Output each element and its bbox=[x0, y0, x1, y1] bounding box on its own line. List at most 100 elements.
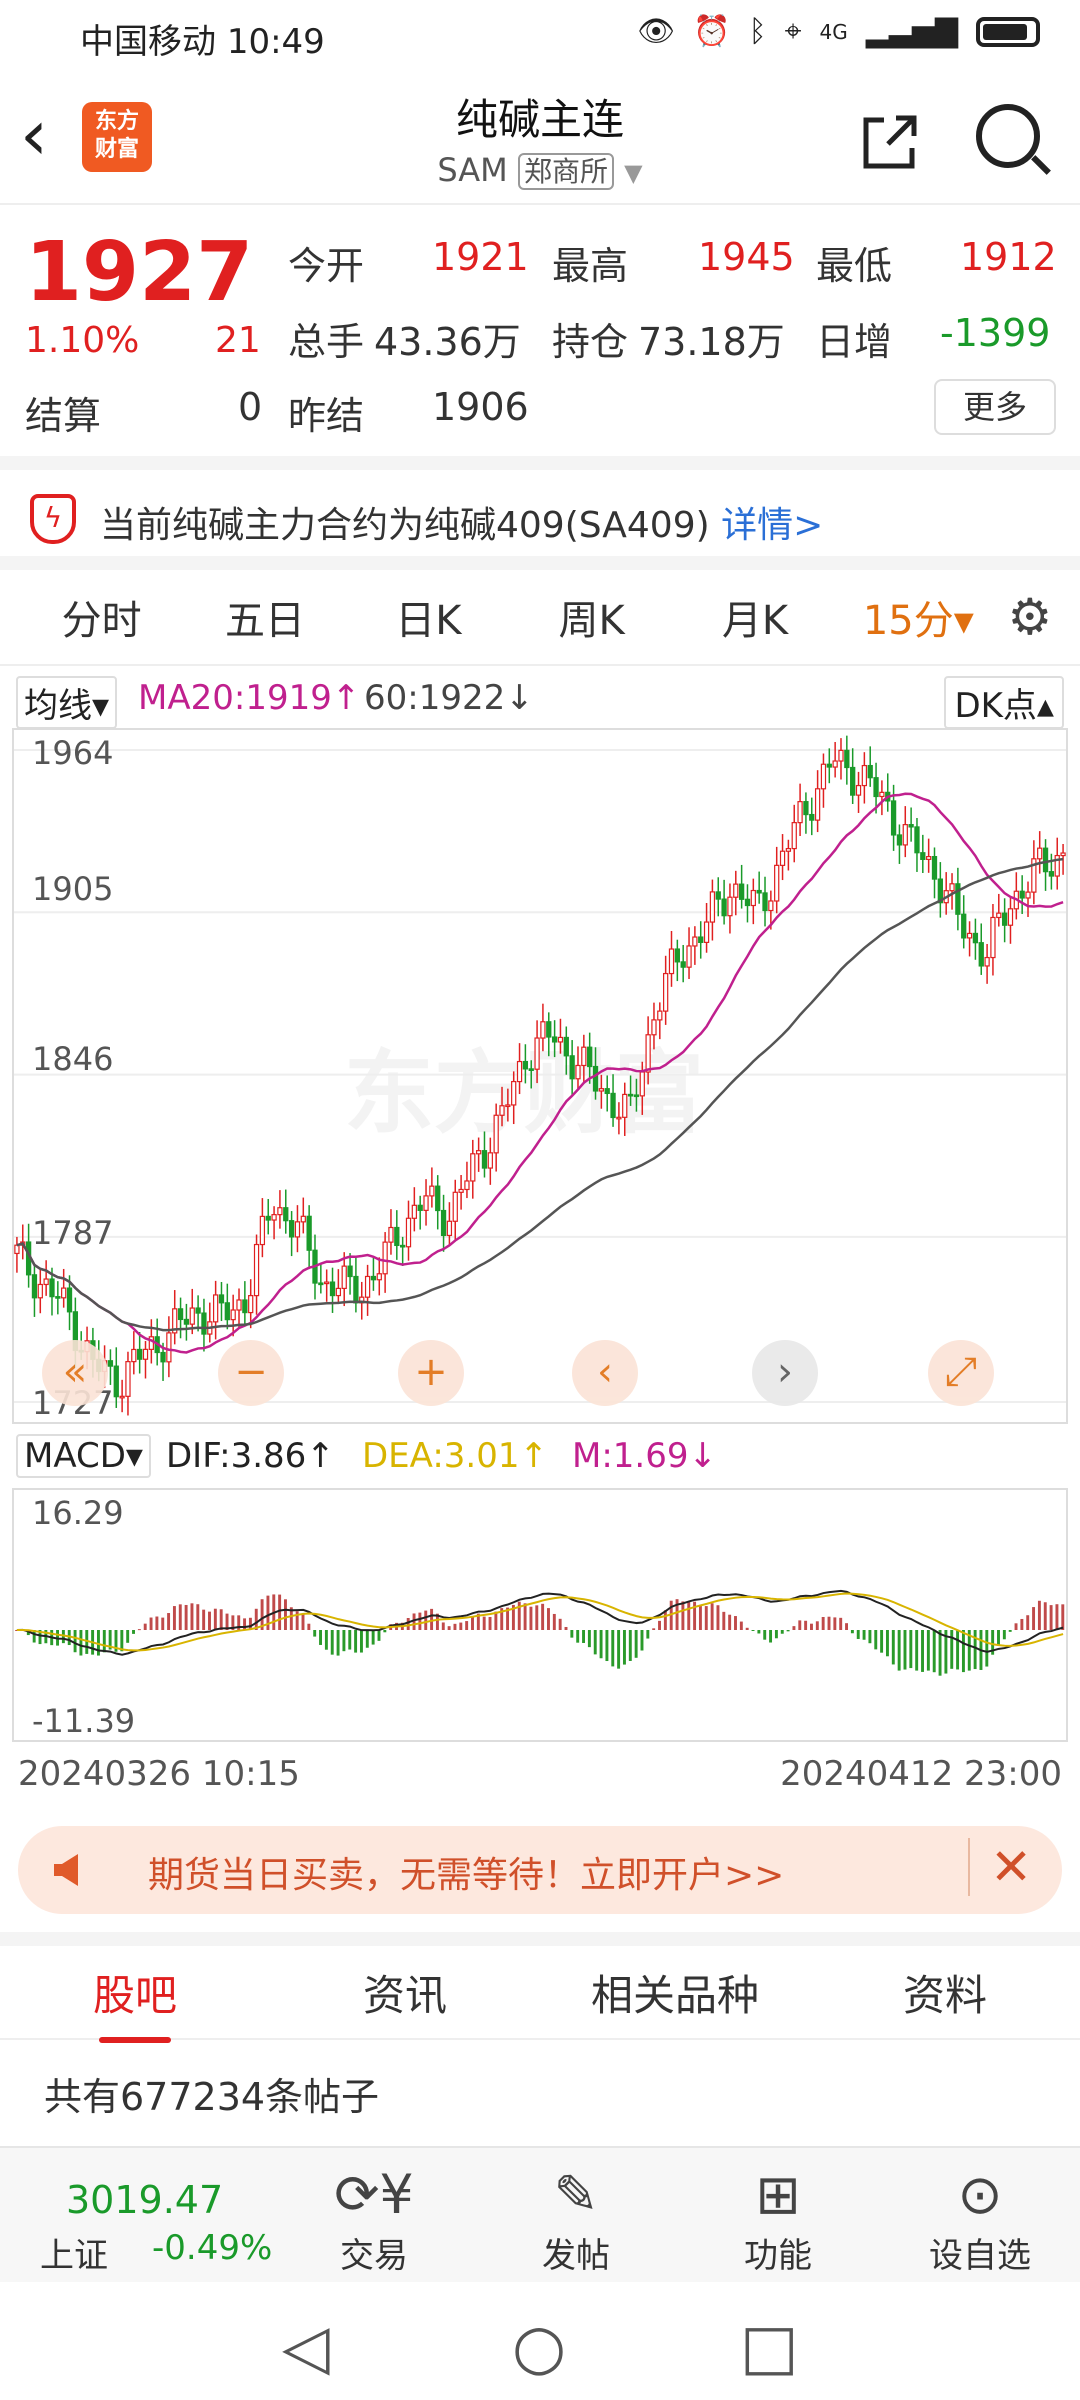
notice-detail-link[interactable]: 详情> bbox=[721, 505, 824, 546]
candle-body bbox=[814, 788, 821, 821]
macd-bar bbox=[324, 1630, 328, 1650]
macd-bar bbox=[348, 1630, 352, 1650]
macd-bar bbox=[435, 1613, 439, 1630]
tab-related[interactable]: 相关品种 bbox=[590, 1970, 759, 2020]
candle-body bbox=[657, 1010, 663, 1021]
candle-body bbox=[575, 1064, 581, 1080]
logo-text-2: 财富 bbox=[94, 137, 139, 162]
system-recents-icon[interactable]: □ bbox=[740, 2310, 799, 2383]
tab-intraday[interactable]: 分时 bbox=[61, 598, 142, 644]
candle-body bbox=[756, 889, 762, 894]
macd-bar bbox=[494, 1611, 498, 1630]
candle-body bbox=[160, 1351, 166, 1363]
candle-body bbox=[294, 1221, 301, 1238]
candle-body bbox=[651, 1019, 657, 1036]
ma-selector[interactable]: 均线▾ bbox=[16, 676, 118, 729]
step-left-icon[interactable]: ‹ bbox=[572, 1340, 638, 1406]
macd-bar bbox=[313, 1630, 317, 1637]
candle-body bbox=[470, 1153, 476, 1182]
candle-body bbox=[66, 1287, 73, 1313]
ma60-line bbox=[16, 857, 1064, 1332]
candle-body bbox=[820, 763, 827, 790]
open-account-banner[interactable]: 期货当日买卖，无需等待！立即开户>> ✕ bbox=[18, 1826, 1062, 1914]
candle-body bbox=[37, 1283, 43, 1299]
back-icon[interactable]: ‹ bbox=[20, 94, 48, 176]
share-icon[interactable] bbox=[858, 110, 922, 188]
candle-body bbox=[581, 1046, 587, 1067]
contract-subtitle[interactable]: SAM 郑商所 ▼ bbox=[0, 150, 1080, 190]
candle-body bbox=[826, 763, 832, 768]
nav-trade[interactable]: ⟳¥ 交易 bbox=[294, 2162, 454, 2277]
nav-watchlist[interactable]: ⊙ 设自选 bbox=[900, 2162, 1060, 2277]
macd-selector[interactable]: MACD▾ bbox=[16, 1434, 151, 1478]
candle-body bbox=[622, 1093, 628, 1118]
macd-bar bbox=[728, 1614, 732, 1630]
candle-body bbox=[592, 1065, 599, 1092]
macd-svg bbox=[15, 1589, 1065, 1676]
candle-body bbox=[686, 945, 692, 968]
macd-bar bbox=[991, 1630, 995, 1655]
macd-bar bbox=[698, 1605, 702, 1630]
change-percent: 1.10% bbox=[25, 320, 140, 361]
tab-news[interactable]: 资讯 bbox=[362, 1970, 447, 2020]
candle-body bbox=[14, 1244, 20, 1255]
dk-point-selector[interactable]: DK点▴ bbox=[944, 676, 1064, 729]
tab-15min[interactable]: 15分▾ bbox=[862, 598, 974, 644]
candle-body bbox=[920, 852, 926, 860]
candle-body bbox=[195, 1307, 201, 1314]
nav-post[interactable]: ✎ 发帖 bbox=[496, 2162, 656, 2277]
macd-bar bbox=[371, 1630, 375, 1645]
tab-day-k[interactable]: 日K bbox=[395, 598, 462, 644]
search-icon[interactable] bbox=[976, 104, 1040, 168]
oi-label: 持仓 bbox=[552, 320, 629, 364]
ma20-value: MA20:1919↑ bbox=[138, 678, 361, 718]
status-bar: 中国移动 10:49 👁 ⏰ ᛒ ⌖ 4G ▂▃▅▇ bbox=[0, 0, 1080, 70]
tab-month-k[interactable]: 月K bbox=[721, 598, 789, 644]
candle-body bbox=[382, 1241, 388, 1275]
macd-bar bbox=[1061, 1604, 1065, 1630]
gear-icon[interactable]: ⚙ bbox=[1007, 588, 1053, 646]
more-button[interactable]: 更多 bbox=[934, 379, 1056, 435]
candle-body bbox=[271, 1214, 277, 1221]
index-value[interactable]: 3019.47 bbox=[66, 2178, 224, 2222]
more-dots-icon: ⊙ bbox=[957, 2163, 1003, 2226]
zoom-in-icon[interactable]: + bbox=[398, 1340, 464, 1406]
candle-body bbox=[861, 764, 868, 787]
ma60-value: 60:1922↓ bbox=[364, 678, 534, 718]
macd-bar bbox=[319, 1630, 323, 1645]
carrier-name: 中国移动 bbox=[80, 22, 216, 62]
tab-five-day[interactable]: 五日 bbox=[224, 598, 305, 644]
candle-body bbox=[458, 1188, 464, 1193]
tab-forum[interactable]: 股吧 bbox=[0, 1962, 270, 2043]
zoom-out-icon[interactable]: − bbox=[218, 1340, 284, 1406]
macd-bar bbox=[511, 1604, 515, 1630]
dropdown-icon: ▼ bbox=[624, 159, 643, 187]
step-right-icon[interactable]: › bbox=[752, 1340, 818, 1406]
macd-bar bbox=[1043, 1602, 1047, 1630]
macd-bar bbox=[804, 1620, 808, 1630]
macd-bar bbox=[447, 1626, 451, 1630]
macd-chart[interactable]: 16.29 -11.39 bbox=[12, 1488, 1068, 1742]
system-back-icon[interactable]: ◁ bbox=[282, 2310, 330, 2383]
network-label: 4G bbox=[819, 19, 848, 44]
speaker-icon bbox=[54, 1854, 78, 1886]
candle-body bbox=[341, 1265, 347, 1290]
candle-body bbox=[493, 1114, 499, 1154]
fullscreen-icon[interactable]: ⤢ bbox=[928, 1340, 994, 1406]
macd-bar bbox=[184, 1604, 188, 1630]
tab-info[interactable]: 资料 bbox=[902, 1970, 987, 2020]
scroll-left-icon[interactable]: « bbox=[42, 1340, 108, 1406]
candle-body bbox=[896, 834, 903, 846]
nav-function[interactable]: ⊞ 功能 bbox=[698, 2162, 858, 2277]
close-icon[interactable]: ✕ bbox=[968, 1838, 1032, 1896]
main-contract-notice[interactable]: ϟ 当前纯碱主力合约为纯碱409(SA409) 详情> bbox=[0, 456, 1080, 556]
kline-chart[interactable]: 东方财富 1964 1905 1846 1787 1727 « − + ‹ › … bbox=[12, 728, 1068, 1424]
tab-week-k[interactable]: 周K bbox=[558, 598, 625, 644]
macd-bar bbox=[161, 1617, 165, 1630]
macd-bar bbox=[418, 1612, 422, 1630]
bottom-nav: 3019.47 上证 -0.49% ⟳¥ 交易 ✎ 发帖 ⊞ 功能 ⊙ 设自选 bbox=[0, 2146, 1080, 2282]
candle-body bbox=[224, 1302, 230, 1321]
macd-bar bbox=[330, 1630, 334, 1655]
candle-body bbox=[855, 784, 862, 796]
system-home-icon[interactable]: ○ bbox=[512, 2310, 567, 2383]
